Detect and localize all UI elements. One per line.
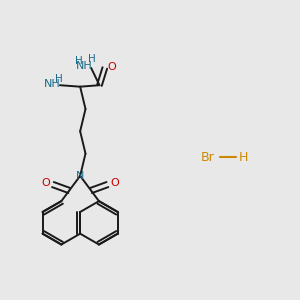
Text: O: O: [41, 178, 50, 188]
Text: H: H: [55, 74, 63, 84]
Text: H: H: [239, 151, 248, 164]
Text: N: N: [76, 171, 84, 181]
Text: H: H: [88, 54, 96, 64]
Text: O: O: [110, 178, 119, 188]
Text: NH: NH: [44, 79, 60, 89]
Text: Br: Br: [201, 151, 215, 164]
Text: NH: NH: [76, 61, 92, 71]
Text: O: O: [107, 62, 116, 72]
Text: H: H: [75, 56, 83, 66]
